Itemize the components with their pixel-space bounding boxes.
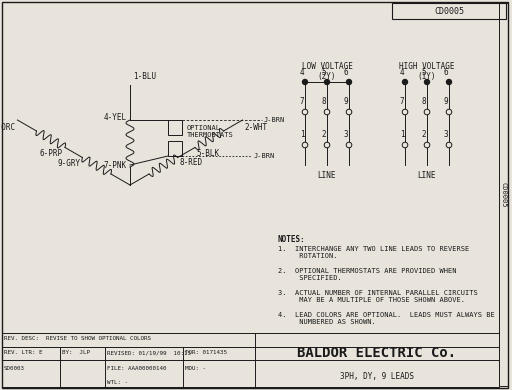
Circle shape [324, 109, 330, 115]
Text: 7: 7 [400, 97, 404, 106]
Text: OPTIONAL
THERMOSTATS: OPTIONAL THERMOSTATS [187, 125, 234, 138]
Text: BY:  JLP: BY: JLP [62, 351, 90, 356]
Text: 2: 2 [422, 130, 426, 139]
Text: 1: 1 [300, 130, 304, 139]
Text: REV. DESC:  REVISE TO SHOW OPTIONAL COLORS: REV. DESC: REVISE TO SHOW OPTIONAL COLOR… [4, 335, 151, 340]
Text: 4-YEL: 4-YEL [104, 113, 127, 122]
Text: 5: 5 [422, 68, 426, 77]
Circle shape [402, 109, 408, 115]
Text: 7: 7 [300, 97, 304, 106]
Text: 6: 6 [344, 68, 348, 77]
Circle shape [402, 80, 408, 85]
Text: REVISED: 01/19/99  10:15: REVISED: 01/19/99 10:15 [107, 351, 191, 356]
Text: 4: 4 [400, 68, 404, 77]
Text: 9: 9 [344, 97, 348, 106]
Circle shape [424, 80, 430, 85]
Text: J-BRN: J-BRN [254, 153, 275, 159]
Circle shape [424, 142, 430, 148]
Text: 1-BLU: 1-BLU [133, 72, 156, 81]
Text: 3PH, DY, 9 LEADS: 3PH, DY, 9 LEADS [340, 372, 414, 381]
Circle shape [303, 80, 308, 85]
Text: 3.  ACTUAL NUMBER OF INTERNAL PARALLEL CIRCUITS
     MAY BE A MULTIPLE OF THOSE : 3. ACTUAL NUMBER OF INTERNAL PARALLEL CI… [278, 290, 478, 303]
Circle shape [302, 142, 308, 148]
Circle shape [446, 109, 452, 115]
Circle shape [402, 142, 408, 148]
Text: 4.  LEAD COLORS ARE OPTIONAL.  LEADS MUST ALWAYS BE
     NUMBERED AS SHOWN.: 4. LEAD COLORS ARE OPTIONAL. LEADS MUST … [278, 312, 495, 325]
Text: 2: 2 [322, 130, 326, 139]
Text: 3-ORC: 3-ORC [0, 123, 15, 132]
Text: LINE: LINE [418, 171, 436, 180]
Text: FILE: AAA00000140: FILE: AAA00000140 [107, 367, 166, 372]
Circle shape [446, 80, 452, 85]
Text: 2.  OPTIONAL THERMOSTATS ARE PROVIDED WHEN
     SPECIFIED.: 2. OPTIONAL THERMOSTATS ARE PROVIDED WHE… [278, 268, 457, 281]
Text: 8-RED: 8-RED [180, 158, 203, 167]
Bar [168, 120, 182, 135]
Text: 5-BLK: 5-BLK [197, 149, 220, 158]
Text: 2-WHT: 2-WHT [245, 123, 268, 132]
Text: BALDOR ELECTRIC Co.: BALDOR ELECTRIC Co. [297, 346, 457, 360]
Text: LINE: LINE [318, 171, 336, 180]
Text: 5: 5 [322, 68, 326, 77]
Text: 8: 8 [422, 97, 426, 106]
Text: REV. LTR: E: REV. LTR: E [4, 351, 42, 356]
Text: CD0005: CD0005 [434, 7, 464, 16]
Text: J-BRN: J-BRN [264, 117, 285, 123]
Bar [168, 141, 182, 156]
Circle shape [424, 109, 430, 115]
Circle shape [302, 109, 308, 115]
Text: 9-GRY: 9-GRY [57, 158, 80, 167]
Bar [499, 3, 508, 386]
Bar [392, 3, 506, 19]
Text: MDU: -: MDU: - [185, 367, 206, 372]
Text: CD0005: CD0005 [501, 182, 506, 208]
Circle shape [346, 142, 352, 148]
Text: 8: 8 [322, 97, 326, 106]
Text: 7-PNK: 7-PNK [104, 161, 127, 170]
Circle shape [346, 109, 352, 115]
Text: 6-PRP: 6-PRP [40, 149, 63, 158]
Text: 1: 1 [400, 130, 404, 139]
Text: 9: 9 [444, 97, 449, 106]
Text: WTL: -: WTL: - [107, 381, 128, 385]
Text: HIGH VOLTAGE
(1Y): HIGH VOLTAGE (1Y) [399, 62, 455, 82]
Text: TOR: 0171435: TOR: 0171435 [185, 351, 227, 356]
Text: 6: 6 [444, 68, 449, 77]
Text: NOTES:: NOTES: [278, 235, 306, 244]
Text: 4: 4 [300, 68, 304, 77]
Circle shape [324, 142, 330, 148]
Text: SD0003: SD0003 [4, 367, 25, 372]
Text: 3: 3 [444, 130, 449, 139]
Circle shape [347, 80, 352, 85]
Text: LOW VOLTAGE
(2Y): LOW VOLTAGE (2Y) [302, 62, 352, 82]
Text: 1.  INTERCHANGE ANY TWO LINE LEADS TO REVERSE
     ROTATION.: 1. INTERCHANGE ANY TWO LINE LEADS TO REV… [278, 246, 470, 259]
Circle shape [446, 142, 452, 148]
Circle shape [325, 80, 330, 85]
Text: 3: 3 [344, 130, 348, 139]
